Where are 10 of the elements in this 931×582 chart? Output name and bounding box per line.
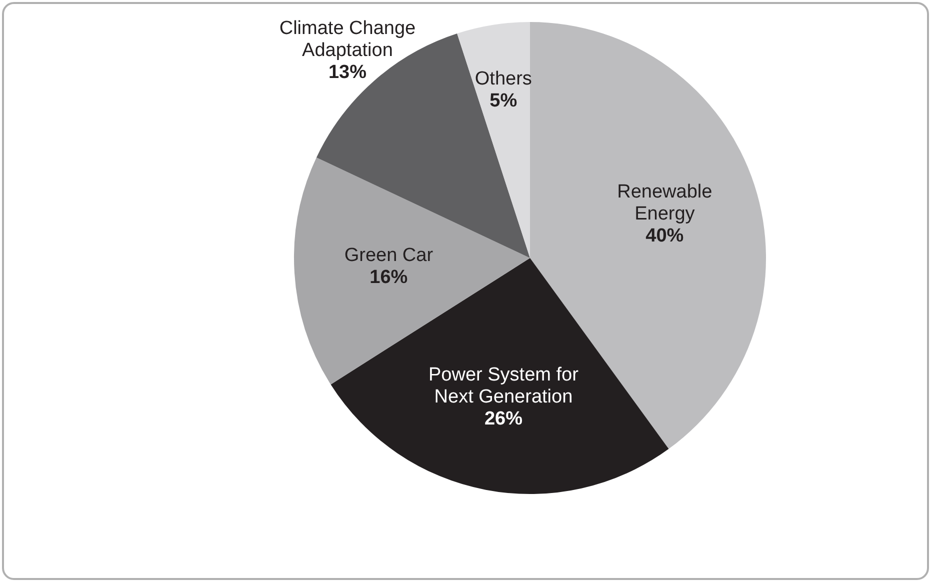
data-label: 13% [328,62,367,84]
data-label: 40% [646,225,684,246]
slice-label: Green Car [344,245,434,266]
data-label: 26% [484,408,523,430]
slice-label: Power System for Next Generation [428,364,580,408]
data-label: 5% [490,90,518,112]
slice-label: Others [474,68,532,90]
data-label: 16% [370,267,408,288]
slice-label: Climate Change Adaptation [279,18,416,62]
slice-label: Renewable Energy [617,181,712,224]
